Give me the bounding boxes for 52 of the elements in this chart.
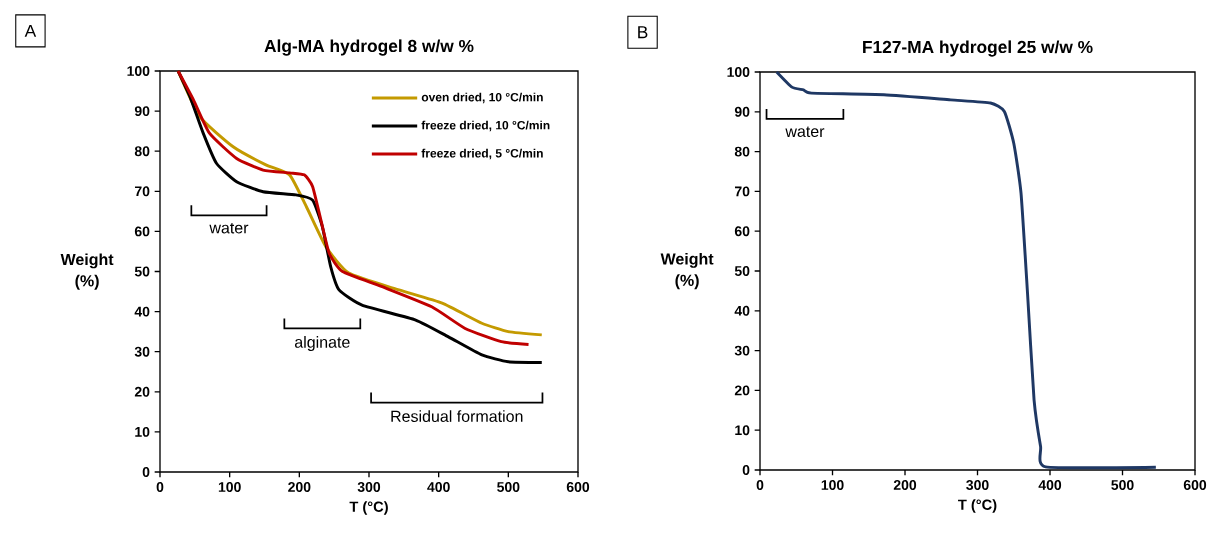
y-tick-label: 10: [135, 426, 150, 437]
y-tick-label: 60: [134, 226, 150, 237]
y-tick-label: 50: [134, 266, 150, 277]
x-tick-label: 500: [497, 482, 520, 492]
x-axis-title: T (°C): [349, 501, 388, 515]
y-tick-label: 70: [134, 186, 150, 197]
annotation: water: [785, 126, 825, 138]
legend-label: freeze dried, 5 °C/min: [421, 148, 543, 160]
x-axis-title: T (°C): [958, 499, 997, 513]
x-tick-label: 200: [893, 480, 917, 490]
annotation: water: [209, 222, 249, 234]
y-tick-label: 70: [734, 186, 750, 197]
x-tick-label: 300: [966, 480, 989, 490]
y-tick-label: 90: [734, 106, 750, 117]
y-tick-label: 100: [727, 67, 750, 77]
x-tick-label: 400: [1038, 480, 1062, 490]
y-tick-label: 30: [734, 345, 750, 356]
y-tick-label: 60: [734, 226, 750, 237]
y-axis-title: Weight (%): [660, 252, 714, 290]
y-tick-label: 30: [134, 346, 150, 357]
x-tick-label: 600: [1183, 480, 1207, 490]
y-tick-label: 40: [134, 306, 150, 317]
legend-label: oven dried, 10 °C/min: [421, 92, 543, 104]
y-tick-label: 80: [134, 146, 150, 157]
text: B: [638, 26, 648, 39]
y-tick-label: 0: [742, 465, 750, 475]
y-tick-label: 40: [734, 305, 750, 316]
chart-title: Alg-MA hydrogel 8 w/w %: [264, 39, 474, 56]
x-tick-label: 100: [218, 482, 241, 492]
x-tick-label: 0: [756, 480, 764, 490]
x-tick-label: 100: [821, 480, 844, 490]
x-tick-label: 0: [156, 482, 164, 492]
y-tick-label: 90: [134, 106, 150, 117]
y-tick-label: 80: [734, 146, 750, 157]
y-tick-label: 20: [734, 385, 750, 396]
text: A: [24, 24, 37, 37]
annotation: Residual formation: [391, 410, 523, 422]
x-tick-label: 300: [357, 482, 381, 492]
y-tick-label: 0: [142, 467, 150, 477]
y-tick-label: 10: [735, 425, 750, 436]
y-axis-title: Weight (%): [60, 253, 114, 290]
annotation: alginate: [294, 336, 350, 351]
legend-label: freeze dried, 10 °C/min: [421, 120, 550, 132]
x-tick-label: 200: [288, 482, 311, 492]
chart-title: F127-MA hydrogel 25 w/w %: [863, 40, 1093, 57]
x-tick-label: 600: [566, 482, 590, 492]
y-tick-label: 100: [127, 66, 150, 76]
y-tick-label: 50: [734, 266, 750, 276]
x-tick-label: 400: [427, 482, 450, 492]
line-series: [775, 70, 1158, 470]
y-tick-label: 20: [134, 386, 150, 397]
x-tick-label: 500: [1111, 480, 1134, 490]
